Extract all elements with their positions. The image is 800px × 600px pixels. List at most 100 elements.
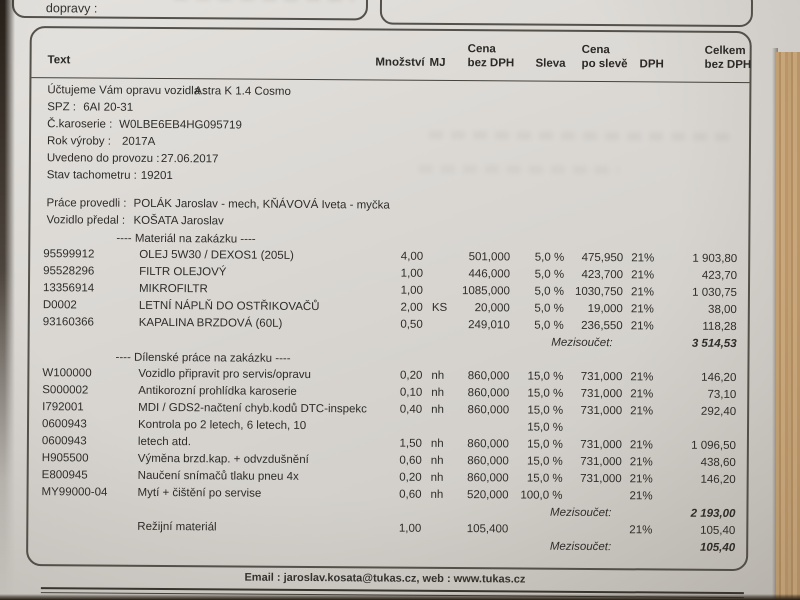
cell-total: 146,20 xyxy=(700,473,736,487)
column-header-unit: MJ xyxy=(429,56,446,69)
vehicle-info-line-value: Astra K 1.4 Cosmo xyxy=(194,85,291,98)
column-header-vat: DPH xyxy=(639,58,664,71)
empty-field-box xyxy=(379,0,754,28)
cell-desc: Režijní materiál xyxy=(137,520,217,534)
column-header-quantity: Množství xyxy=(375,56,425,69)
cell-qty: 0,50 xyxy=(400,318,423,331)
cell-code: W100000 xyxy=(42,367,92,380)
vehicle-info-line-value: 2017A xyxy=(121,135,156,148)
cell-code: MY99000-04 xyxy=(41,486,108,499)
staff-block: Práce provedli : POLÁK Jaroslav - mech, K… xyxy=(30,196,748,235)
cell-desc: FILTR OLEJOVÝ xyxy=(139,265,227,279)
vehicle-info-line-label: Účtujeme Vám opravu vozidla : xyxy=(47,84,207,98)
photo-dark-edge xyxy=(0,0,15,600)
subtotal-value: 105,40 xyxy=(699,541,736,555)
cell-total: 1 096,50 xyxy=(691,439,736,453)
cell-pafter: 236,550 xyxy=(581,319,623,333)
cell-desc: LETNÍ NÁPLŇ DO OSTŘIKOVAČŮ xyxy=(138,299,320,314)
staff-line-label: Práce provedli : xyxy=(46,197,127,210)
cell-pafter: 423,700 xyxy=(581,268,624,282)
cell-qty: 4,00 xyxy=(400,250,424,263)
subtotal-label: Mezisoučet: xyxy=(549,540,612,554)
vehicle-info-line-value: W0LBE6EB4HG095719 xyxy=(119,118,242,132)
cell-code: S000002 xyxy=(42,384,89,397)
vehicle-info-block: Účtujeme Vám opravu vozidla : Astra K 1.4… xyxy=(31,83,750,190)
cell-pafter: 19,000 xyxy=(587,302,623,316)
cell-desc: Vozidlo připravit pro servis/opravu xyxy=(138,367,312,382)
vehicle-info-line: Stav tachometru :19201 xyxy=(31,168,749,190)
column-header-total-line1: Celkem xyxy=(704,44,746,58)
subtotal-row: Mezisoučet: 105,40 xyxy=(28,536,746,558)
cell-total: 38,00 xyxy=(708,303,737,317)
cell-total: 1 903,80 xyxy=(692,252,738,266)
cell-desc: Antikorozní prohlídka karoserie xyxy=(138,384,297,398)
cell-code: H905500 xyxy=(41,452,89,465)
cell-vat: 21% xyxy=(629,490,653,503)
cell-code: E800945 xyxy=(41,469,88,482)
cell-pafter: 731,000 xyxy=(580,438,622,452)
transport-field-label: dopravy : xyxy=(45,1,98,16)
cell-sleva: 100,0 % xyxy=(520,489,563,502)
cell-qty: 0,40 xyxy=(399,403,423,416)
cell-total: 438,60 xyxy=(700,456,736,470)
cell-qty: 1,50 xyxy=(399,437,422,450)
cell-qty: 2,00 xyxy=(400,301,423,314)
cell-desc: Kontrola po 2 letech, 6 letech, 10 xyxy=(137,418,307,433)
cell-qty: 1,00 xyxy=(398,522,422,535)
column-header-pafter-line1: Cena xyxy=(581,43,610,57)
cell-total: 1 030,75 xyxy=(692,286,738,300)
wooden-table-surface xyxy=(776,52,800,600)
cell-code: 0600943 xyxy=(41,418,87,431)
staff-line-label: Vozidlo předal : xyxy=(46,214,126,227)
cell-sleva: 15,0 % xyxy=(527,421,564,434)
staff-line: Vozidlo předal : KOŠATA Jaroslav xyxy=(30,213,748,235)
column-header-total-line2: bez DPH xyxy=(704,58,752,72)
subtotal-row: Mezisoučet: 3 514,53 xyxy=(30,332,748,354)
staff-line-value: KOŠATA Jaroslav xyxy=(133,214,224,228)
vehicle-info-line-value: 6AI 20-31 xyxy=(83,101,134,114)
cell-desc: Naučení snímačů tlaku pneu 4x xyxy=(137,469,299,483)
cell-desc: OLEJ 5W30 / DEXOS1 (205L) xyxy=(139,248,294,262)
subtotal-label: Mezisoučet: xyxy=(551,336,613,350)
subtotal-value: 2 193,00 xyxy=(690,507,736,521)
cell-pafter: 731,000 xyxy=(580,472,622,486)
cell-code: 93160366 xyxy=(42,316,94,329)
cell-code: D0002 xyxy=(42,299,77,312)
vehicle-info-line-label: Uvedeno do provozu : xyxy=(46,152,160,165)
cell-desc: Mytí + čištění po servise xyxy=(137,486,262,500)
vehicle-info-line-value: 19201 xyxy=(140,169,173,183)
cell-code: 0600943 xyxy=(41,435,87,448)
column-header-price-line1: Cena xyxy=(467,43,496,56)
column-header-pafter-line2: po slevě xyxy=(581,57,628,71)
cell-code: 95528296 xyxy=(43,265,95,278)
cell-pafter: 1030,750 xyxy=(574,285,624,299)
cell-desc: Výměna brzd.kap. + odvzdušnění xyxy=(137,452,309,467)
cell-desc: letech atd. xyxy=(137,435,192,449)
vehicle-info-line-label: SPZ : xyxy=(47,101,77,114)
cell-pafter: 731,000 xyxy=(580,455,622,469)
vehicle-info-line-label: Rok výroby : xyxy=(46,135,111,148)
subtotal-label: Mezisoučet: xyxy=(550,506,612,520)
cell-qty: 0,60 xyxy=(399,454,422,467)
cell-desc: KAPALINA BRZDOVÁ (60L) xyxy=(138,316,283,330)
cell-total: 105,40 xyxy=(700,524,736,538)
vehicle-info-line-label: Stav tachometru : xyxy=(46,169,137,182)
staff-line-value: POLÁK Jaroslav - mech, KŇÁVOVÁ Iveta - m… xyxy=(133,197,390,212)
cell-code: I792001 xyxy=(42,401,84,414)
transport-field-box: dopravy : xyxy=(11,0,369,21)
cell-total: 73,10 xyxy=(707,388,737,402)
cell-qty: 1,00 xyxy=(400,284,424,297)
cell-qty: 0,10 xyxy=(399,386,423,399)
contact-footer: Email : jaroslav.kosata@tukas.cz, web : … xyxy=(244,571,526,586)
cell-pafter: 475,950 xyxy=(581,251,624,265)
item-sections: ---- Materiál na zakázku ---- 95599912 OLE… xyxy=(28,232,748,558)
vehicle-info-line-value: 27.06.2017 xyxy=(160,152,219,166)
cell-pafter: 731,000 xyxy=(580,404,623,418)
cell-qty: 0,60 xyxy=(399,488,422,501)
cell-total: 146,20 xyxy=(701,371,737,385)
vehicle-info-line-label: Č.karoserie : xyxy=(47,118,113,131)
cell-pafter: 731,000 xyxy=(580,370,623,384)
cell-total: 118,28 xyxy=(702,320,737,334)
subtotal-value: 3 514,53 xyxy=(691,337,737,351)
